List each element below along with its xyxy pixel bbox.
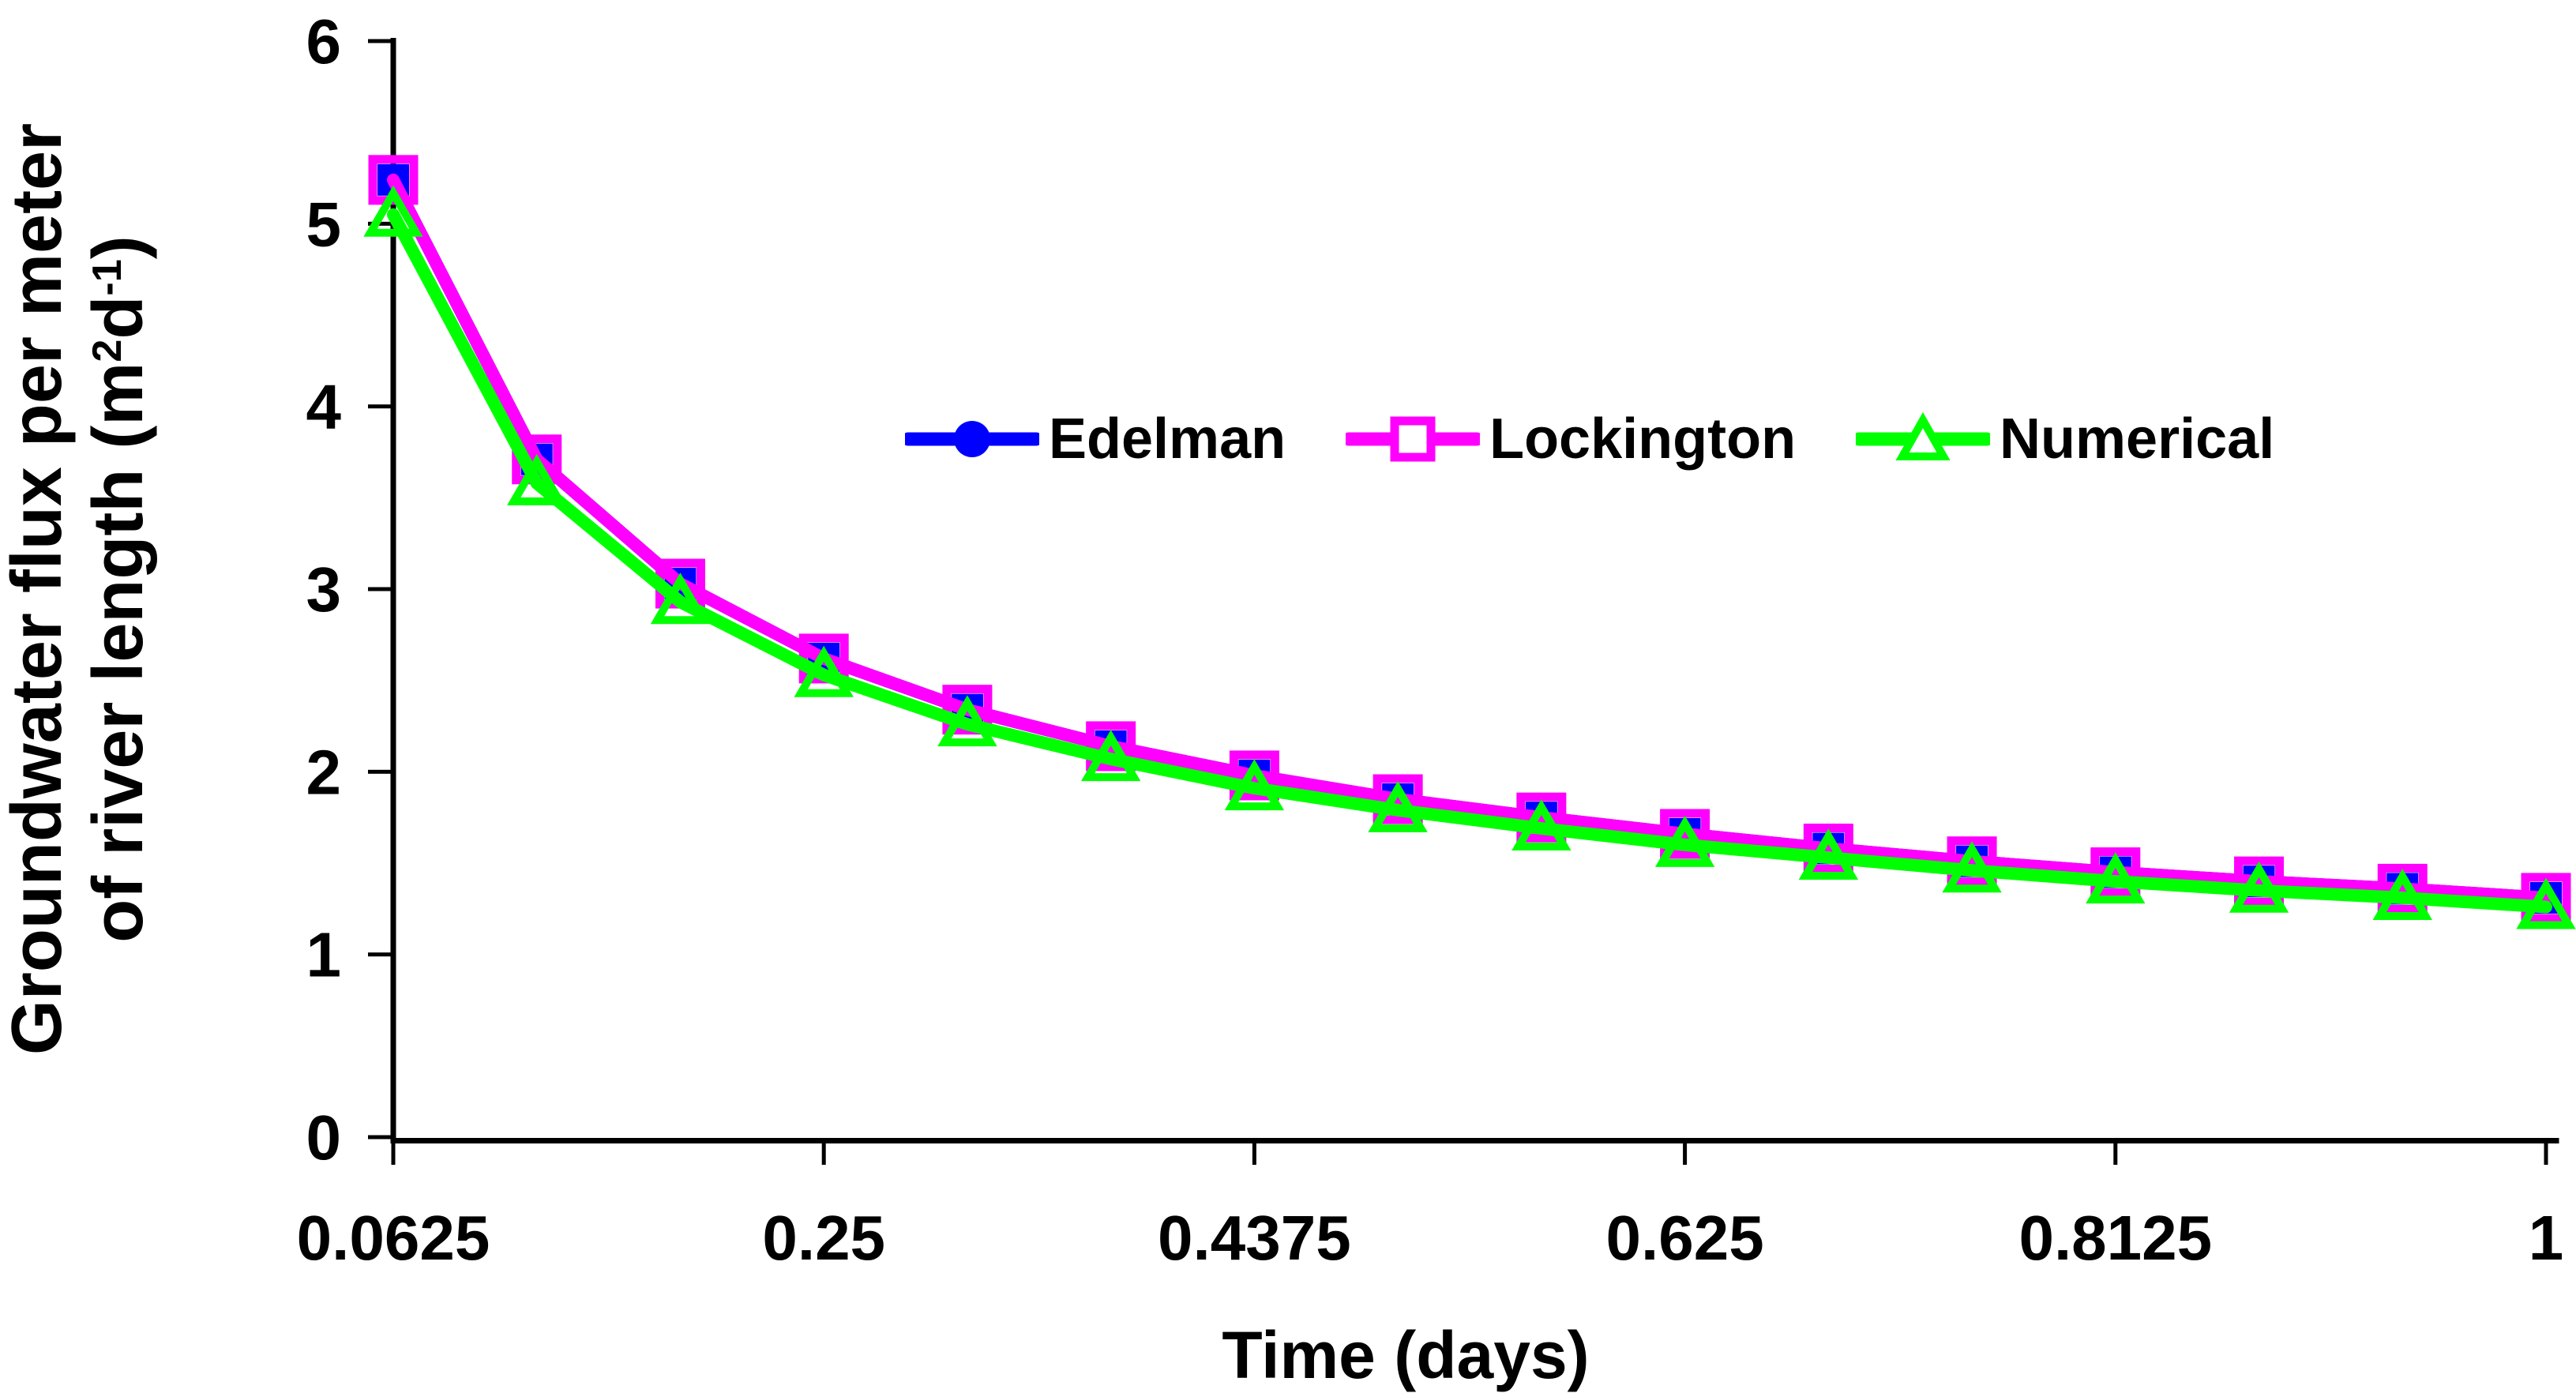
x-tick-label: 0.8125 <box>2018 1203 2212 1273</box>
edelman-line-circle-marker-icon <box>905 421 1039 457</box>
marker-numerical <box>2229 861 2289 913</box>
x-tick-label: 0.25 <box>762 1203 885 1273</box>
y-axis-title-line1: Groundwater flux per meter <box>0 122 77 1056</box>
superscript-2: 2 <box>84 339 130 362</box>
marker-lockington <box>1803 823 1853 873</box>
y-axis-title: Groundwater flux per meter of river leng… <box>0 0 161 1181</box>
y-tick-mark <box>368 39 393 43</box>
x-tick-mark <box>1683 1143 1688 1165</box>
marker-numerical <box>2516 877 2576 929</box>
y-tick-mark <box>368 587 393 591</box>
x-axis-title: Time (days) <box>1222 1318 1590 1392</box>
y-tick-mark <box>368 952 393 957</box>
y-tick-label: 5 <box>306 189 342 259</box>
marker-numerical <box>363 185 423 237</box>
x-tick-label: 0.625 <box>1605 1203 1763 1273</box>
lockington-line-square-marker-icon <box>1346 416 1481 462</box>
numerical-line-triangle-marker-icon <box>1856 411 1991 460</box>
legend: Edelman Lockington Numerical <box>905 401 2274 477</box>
series-line-numerical <box>387 208 2552 914</box>
x-tick-label: 1 <box>2529 1203 2564 1273</box>
y-tick-label: 0 <box>306 1102 342 1173</box>
marker-numerical <box>1942 841 2002 893</box>
marker-lockington <box>2377 863 2428 914</box>
marker-lockington <box>1372 774 1423 824</box>
y-tick-label: 3 <box>306 554 342 625</box>
marker-numerical <box>2372 868 2432 920</box>
legend-label-numerical: Numerical <box>2000 407 2275 471</box>
x-axis-line <box>390 1138 2559 1143</box>
marker-numerical <box>1080 730 1141 782</box>
x-tick-mark <box>2113 1143 2118 1165</box>
x-tick-mark <box>821 1143 826 1165</box>
y-axis-title-line2: of river length (m2d-1) <box>79 235 158 943</box>
superscript-minus-1: -1 <box>84 259 130 296</box>
marker-lockington <box>1229 750 1279 801</box>
marker-lockington <box>2521 873 2571 923</box>
x-tick-label: 0.4375 <box>1158 1203 1351 1273</box>
marker-numerical <box>794 645 854 697</box>
legend-item-lockington: Lockington <box>1346 401 1796 477</box>
marker-lockington <box>1516 792 1567 843</box>
marker-lockington <box>1660 809 1710 859</box>
marker-lockington <box>2234 856 2285 907</box>
marker-numerical <box>1654 815 1715 867</box>
legend-item-edelman: Edelman <box>905 401 1286 477</box>
marker-numerical <box>1224 759 1285 811</box>
marker-numerical <box>1511 799 1572 851</box>
y-tick-label: 4 <box>306 372 342 442</box>
y-tick-mark <box>368 769 393 774</box>
marker-numerical <box>1798 828 1859 880</box>
marker-numerical <box>1368 780 1428 832</box>
legend-label-lockington: Lockington <box>1489 407 1797 471</box>
series-line-edelman <box>387 173 2552 904</box>
x-tick-mark <box>1252 1143 1256 1165</box>
marker-lockington <box>2090 847 2141 898</box>
marker-numerical <box>507 453 567 505</box>
y-tick-label: 2 <box>306 737 342 807</box>
marker-lockington <box>1947 836 1997 887</box>
marker-lockington <box>1086 721 1136 772</box>
y-tick-label: 6 <box>306 6 342 77</box>
y-tick-label: 1 <box>306 920 342 990</box>
legend-label-edelman: Edelman <box>1049 407 1286 471</box>
y-tick-mark <box>368 404 393 409</box>
series-line-lockington <box>387 173 2552 904</box>
x-tick-mark <box>2544 1143 2548 1165</box>
marker-numerical <box>650 573 711 625</box>
x-tick-mark <box>391 1143 396 1165</box>
y-tick-mark <box>368 1135 393 1140</box>
marker-numerical <box>937 695 997 747</box>
y-tick-mark <box>368 221 393 226</box>
marker-numerical <box>2086 852 2146 904</box>
legend-item-numerical: Numerical <box>1856 401 2274 477</box>
x-tick-label: 0.0625 <box>297 1203 490 1273</box>
